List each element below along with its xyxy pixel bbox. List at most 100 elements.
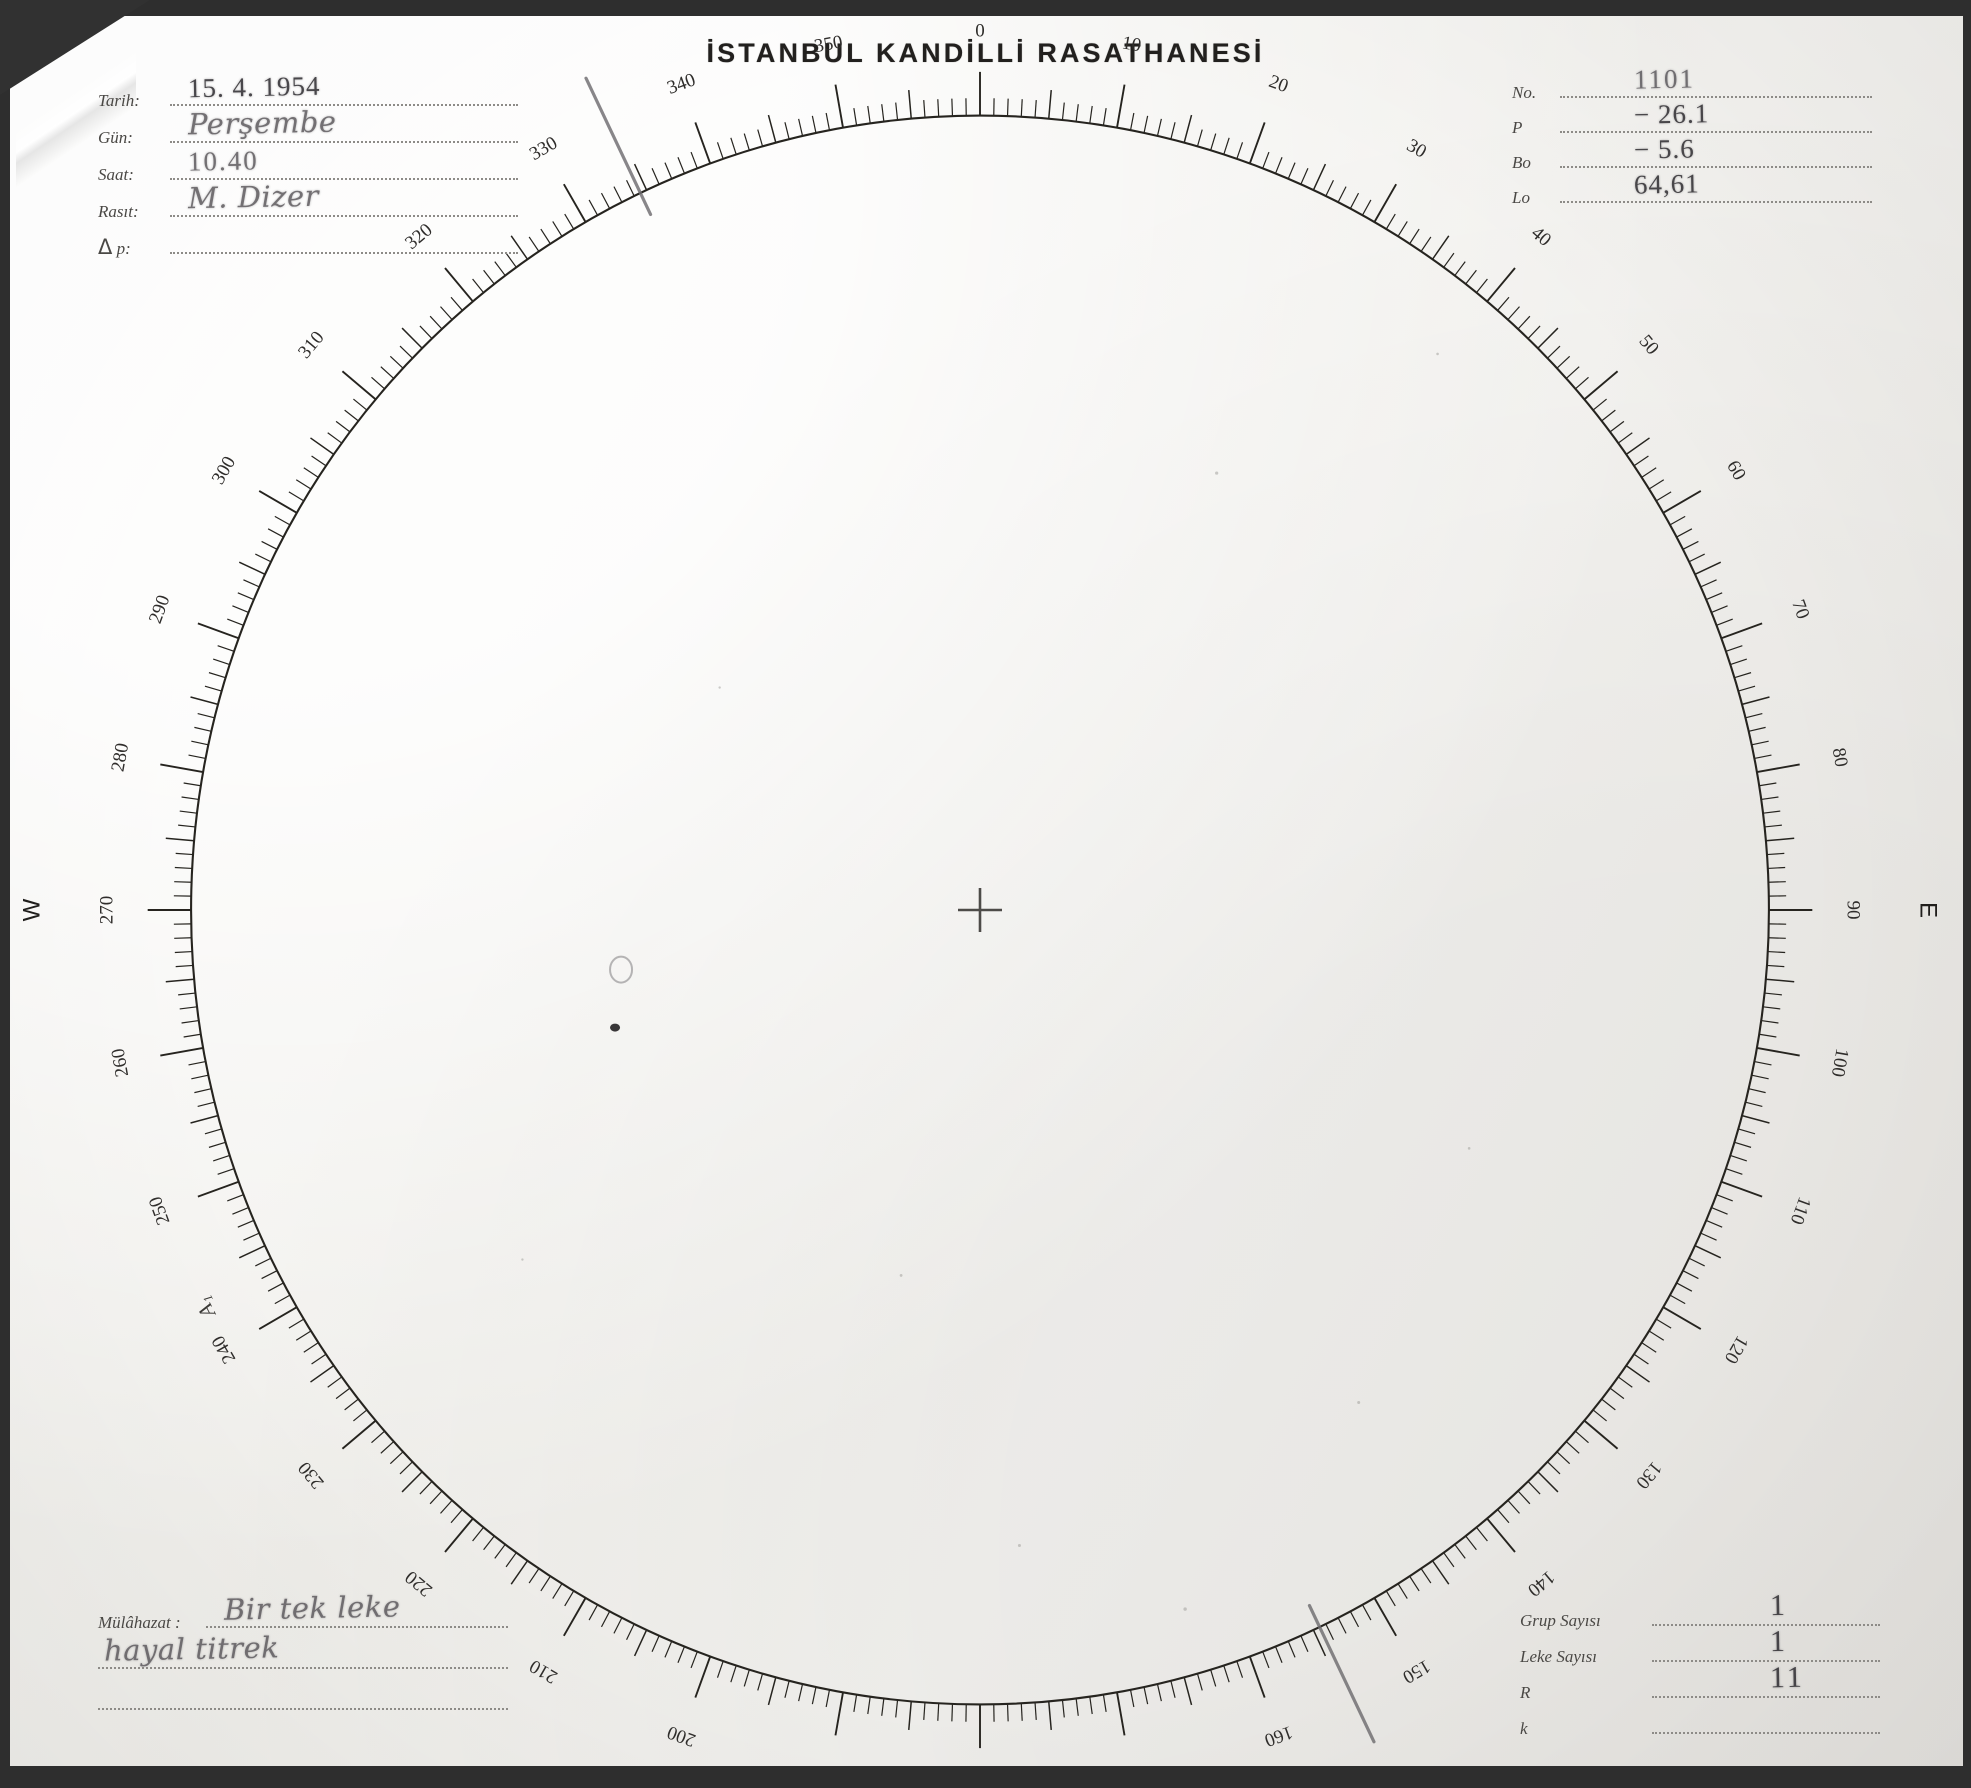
scan-specks bbox=[521, 352, 1471, 1611]
scan-speck-8 bbox=[1436, 352, 1439, 356]
scan-speck-6 bbox=[521, 1258, 524, 1261]
scan-speck-5 bbox=[1017, 1544, 1021, 1548]
field-value-no: 1101 bbox=[1633, 63, 1696, 95]
tick-label-290: 290 bbox=[145, 592, 174, 626]
pencil-axis-marks bbox=[584, 76, 1376, 1744]
field-bo[interactable]: Bo − 5.6 bbox=[1512, 133, 1872, 175]
field-line-gun: Perşembe bbox=[170, 105, 518, 143]
field-line-bo: − 5.6 bbox=[1560, 133, 1872, 168]
field-value-saat: 10.40 bbox=[187, 145, 260, 177]
pencil-annotations: A₁ bbox=[190, 1293, 221, 1324]
scan-speck-0 bbox=[1215, 471, 1219, 475]
cardinal-label-E: E bbox=[1914, 902, 1941, 918]
field-label-no: No. bbox=[1512, 83, 1537, 102]
field-gun[interactable]: Gün: Perşembe bbox=[98, 105, 518, 152]
tick-label-340: 340 bbox=[664, 69, 698, 98]
field-value-rasit: M. Dizer bbox=[187, 178, 320, 216]
footer-counts: Grup Sayısı 1 Leke Sayısı 1 R 11 k bbox=[1520, 1589, 1880, 1742]
field-line-mulahazat-2: hayal titrek bbox=[98, 1630, 508, 1669]
field-value-leke-sayisi: 1 bbox=[1769, 1624, 1789, 1659]
field-label-gun: Gün: bbox=[98, 128, 133, 147]
field-line-k bbox=[1652, 1706, 1880, 1734]
field-delta-p[interactable]: Δ p: bbox=[98, 226, 518, 263]
tick-label-220: 220 bbox=[401, 1566, 436, 1600]
tick-label-10: 10 bbox=[1120, 32, 1142, 56]
field-grup-sayisi[interactable]: Grup Sayısı 1 bbox=[1520, 1589, 1880, 1634]
scan-speck-2 bbox=[1357, 1401, 1361, 1405]
field-lo[interactable]: Lo 64,61 bbox=[1512, 168, 1872, 210]
field-value-grup-sayisi: 1 bbox=[1769, 1588, 1789, 1623]
tick-label-0: 0 bbox=[975, 21, 985, 42]
scan-edge-bottom bbox=[0, 1766, 1971, 1788]
field-k[interactable]: k bbox=[1520, 1706, 1880, 1742]
field-saat[interactable]: Saat: 10.40 bbox=[98, 145, 518, 189]
tick-label-280: 280 bbox=[108, 742, 134, 774]
field-r[interactable]: R 11 bbox=[1520, 1661, 1880, 1706]
header-form-right: No. 1101 P − 26.1 Bo − 5.6 Lo 64,61 bbox=[1512, 63, 1872, 210]
field-value-p: − 26.1 bbox=[1633, 98, 1710, 130]
scan-speck-4 bbox=[1467, 1147, 1471, 1150]
delta-symbol: Δ bbox=[98, 235, 113, 259]
footer-notes: Mülâhazat : Bir tek leke hayal titrek bbox=[98, 1589, 508, 1719]
field-label-grup-sayisi: Grup Sayısı bbox=[1520, 1611, 1601, 1630]
field-line-saat: 10.40 bbox=[170, 145, 518, 180]
scan-edge-right bbox=[1963, 0, 1971, 1788]
tick-label-100: 100 bbox=[1827, 1047, 1853, 1079]
annotation-A1: A₁ bbox=[190, 1293, 221, 1324]
tick-label-250: 250 bbox=[145, 1194, 174, 1228]
tick-label-20: 20 bbox=[1266, 71, 1291, 97]
field-label-mulahazat: Mülâhazat : bbox=[98, 1613, 181, 1632]
field-line-grup-sayisi: 1 bbox=[1652, 1589, 1880, 1626]
field-value-lo: 64,61 bbox=[1633, 168, 1701, 200]
tick-label-260: 260 bbox=[108, 1047, 134, 1079]
center-crosshair bbox=[958, 888, 1002, 932]
tick-label-70: 70 bbox=[1787, 597, 1813, 622]
field-line-mulahazat-1: Bir tek leke bbox=[206, 1589, 508, 1628]
spot-group-1-umbra bbox=[610, 1023, 621, 1032]
field-mulahazat[interactable]: Mülâhazat : Bir tek leke bbox=[98, 1589, 508, 1637]
field-mulahazat-line3[interactable] bbox=[98, 1682, 508, 1719]
tick-label-60: 60 bbox=[1722, 457, 1750, 484]
tick-label-200: 200 bbox=[664, 1721, 698, 1750]
tick-label-310: 310 bbox=[294, 327, 328, 362]
tick-label-210: 210 bbox=[526, 1655, 561, 1687]
tick-label-350: 350 bbox=[813, 32, 845, 58]
field-line-mulahazat-3 bbox=[98, 1682, 508, 1710]
scan-speck-3 bbox=[718, 686, 721, 689]
field-tarih[interactable]: Tarih: 15. 4. 1954 bbox=[98, 71, 518, 115]
field-value-tarih: 15. 4. 1954 bbox=[187, 70, 321, 104]
field-value-r: 11 bbox=[1769, 1660, 1806, 1695]
field-no[interactable]: No. 1101 bbox=[1512, 63, 1872, 105]
scan-speck-1 bbox=[899, 1274, 903, 1277]
tick-label-90: 90 bbox=[1842, 901, 1863, 920]
tick-label-330: 330 bbox=[526, 133, 561, 165]
field-rasit[interactable]: Rasıt: M. Dizer bbox=[98, 179, 518, 226]
header-form-left: Tarih: 15. 4. 1954 Gün: Perşembe Saat: 1… bbox=[98, 71, 518, 263]
axis-mark-upper-left bbox=[584, 76, 653, 217]
field-mulahazat-line2[interactable]: hayal titrek bbox=[98, 1630, 508, 1678]
tick-label-160: 160 bbox=[1262, 1721, 1296, 1750]
field-label-p: P bbox=[1512, 118, 1523, 137]
tick-label-270: 270 bbox=[97, 896, 118, 925]
tick-label-120: 120 bbox=[1720, 1332, 1752, 1367]
field-line-leke-sayisi: 1 bbox=[1652, 1625, 1880, 1662]
field-label-delta-p: Δ p: bbox=[98, 235, 170, 259]
field-label-tarih: Tarih: bbox=[98, 91, 140, 110]
field-label-leke-sayisi: Leke Sayısı bbox=[1520, 1647, 1597, 1666]
field-line-delta-p bbox=[170, 226, 518, 254]
solar-disc-dial: 0 10 20 30 40 50 60 70 80 90 100 110 120 130 140 150 160… bbox=[19, 21, 1942, 1788]
field-p[interactable]: P − 26.1 bbox=[1512, 98, 1872, 140]
tick-label-150: 150 bbox=[1399, 1655, 1434, 1687]
tick-label-300: 300 bbox=[208, 453, 240, 488]
field-value-gun: Perşembe bbox=[187, 104, 337, 142]
field-leke-sayisi[interactable]: Leke Sayısı 1 bbox=[1520, 1625, 1880, 1670]
field-line-tarih: 15. 4. 1954 bbox=[170, 71, 518, 106]
cardinal-label-W: W bbox=[19, 898, 46, 921]
page-title: İSTANBUL KANDİLLİ RASATHANESİ bbox=[706, 38, 1265, 68]
scan-edge-top bbox=[0, 0, 1971, 16]
field-label-lo: Lo bbox=[1512, 188, 1530, 207]
spot-group-1-penumbra bbox=[609, 955, 634, 984]
scan-edge-left bbox=[0, 0, 10, 1788]
